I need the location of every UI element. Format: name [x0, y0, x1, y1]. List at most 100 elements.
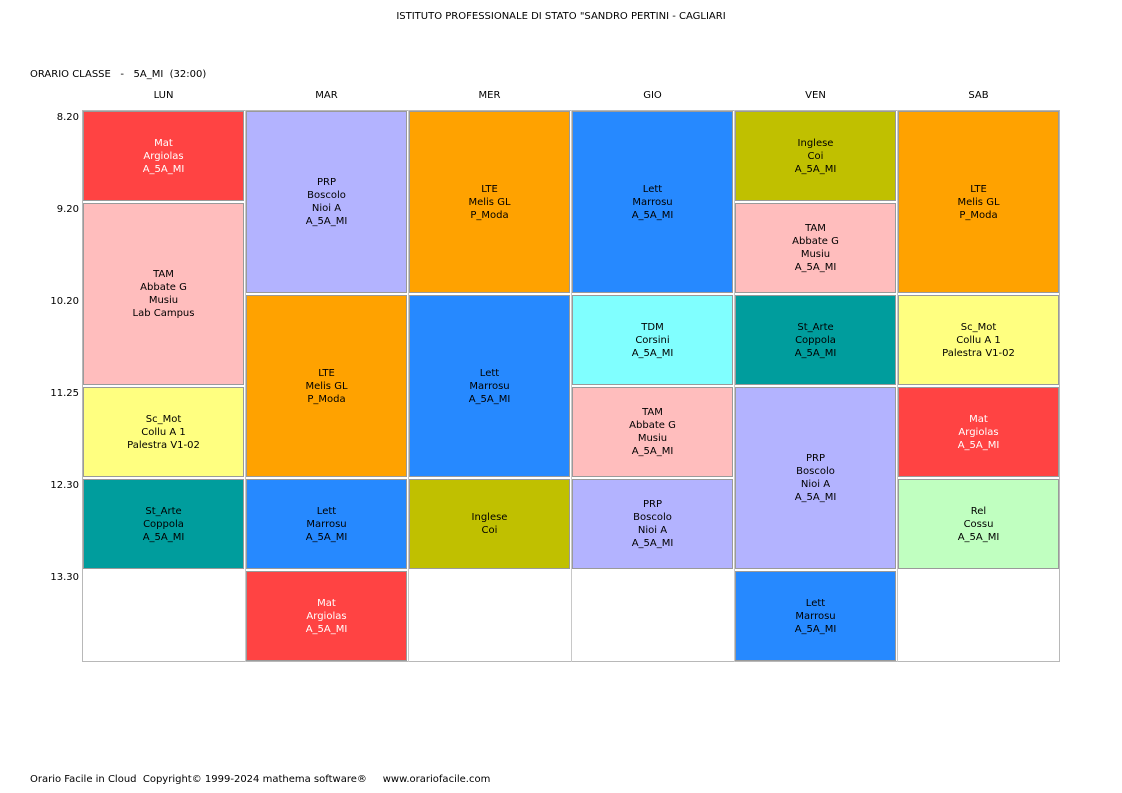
- lesson-cell-lte[interactable]: LTE Melis GL P_Moda: [409, 111, 570, 293]
- lesson-subject: Mat: [317, 597, 336, 609]
- lesson-detail: P_Moda: [470, 209, 509, 221]
- lesson-detail: Boscolo: [796, 466, 835, 477]
- day-header-gio: GIO: [643, 90, 662, 101]
- lesson-subject: TAM: [153, 269, 174, 280]
- lesson-subject: St_Arte: [145, 505, 182, 517]
- lesson-cell-lett[interactable]: Lett Marrosu A_5A_MI: [572, 111, 733, 293]
- lesson-detail: Coppola: [143, 518, 184, 530]
- lesson-cell-lett[interactable]: Lett Marrosu A_5A_MI: [735, 571, 896, 661]
- lesson-cell-tam[interactable]: TAM Abbate G Musiu A_5A_MI: [735, 203, 896, 293]
- day-header-lun: LUN: [153, 90, 174, 101]
- lesson-cell-st-arte[interactable]: St_Arte Coppola A_5A_MI: [83, 479, 244, 569]
- lesson-subject: Lett: [642, 183, 663, 195]
- lesson-detail: Marrosu: [306, 518, 347, 530]
- lesson-detail: Collu A 1: [956, 334, 1001, 346]
- lesson-subject: TAM: [805, 223, 826, 234]
- lesson-detail: A_5A_MI: [957, 531, 1000, 543]
- column-divider: [408, 110, 409, 662]
- lesson-detail: Melis GL: [305, 380, 348, 392]
- time-label: 11.25: [50, 388, 79, 399]
- lesson-detail: A_5A_MI: [794, 262, 837, 273]
- lesson-cell-lte[interactable]: LTE Melis GL P_Moda: [898, 111, 1059, 293]
- lesson-detail: A_5A_MI: [794, 163, 837, 175]
- lesson-cell-mat[interactable]: Mat Argiolas A_5A_MI: [898, 387, 1059, 477]
- lesson-detail: Coi: [807, 150, 824, 162]
- lesson-detail: Boscolo: [307, 190, 346, 201]
- lesson-subject: Inglese: [471, 512, 508, 523]
- lesson-detail: Nioi A: [311, 203, 342, 214]
- lesson-cell-lte[interactable]: LTE Melis GL P_Moda: [246, 295, 407, 477]
- lesson-detail: Cossu: [963, 518, 994, 530]
- column-divider: [734, 110, 735, 662]
- lesson-cell-prp[interactable]: PRP Boscolo Nioi A A_5A_MI: [246, 111, 407, 293]
- lesson-subject: Lett: [316, 505, 337, 517]
- lesson-cell-tam[interactable]: TAM Abbate G Musiu A_5A_MI: [572, 387, 733, 477]
- lesson-subject: Sc_Mot: [145, 413, 182, 425]
- lesson-detail: Musiu: [148, 295, 179, 306]
- lesson-cell-sc-mot[interactable]: Sc_Mot Collu A 1 Palestra V1-02: [83, 387, 244, 477]
- lesson-subject: PRP: [642, 499, 662, 510]
- lesson-cell-prp[interactable]: PRP Boscolo Nioi A A_5A_MI: [735, 387, 896, 569]
- lesson-detail: Argiolas: [306, 610, 347, 622]
- lesson-subject: LTE: [481, 183, 498, 195]
- lesson-detail: Abbate G: [629, 420, 676, 431]
- day-header-mar: MAR: [315, 90, 338, 101]
- lesson-cell-tdm[interactable]: TDM Corsini A_5A_MI: [572, 295, 733, 385]
- lesson-detail: Lab Campus: [132, 308, 195, 319]
- lesson-subject: LTE: [318, 367, 335, 379]
- lesson-cell-inglese[interactable]: Inglese Coi: [409, 479, 570, 569]
- day-header-ven: VEN: [805, 90, 826, 101]
- lesson-cell-lett[interactable]: Lett Marrosu A_5A_MI: [246, 479, 407, 569]
- time-label: 8.20: [56, 112, 79, 123]
- footer-copyright: Orario Facile in Cloud Copyright© 1999-2…: [30, 774, 491, 785]
- lesson-cell-mat[interactable]: Mat Argiolas A_5A_MI: [83, 111, 244, 201]
- lesson-subject: Lett: [805, 597, 826, 609]
- lesson-detail: A_5A_MI: [631, 446, 674, 457]
- lesson-detail: A_5A_MI: [794, 492, 837, 503]
- lesson-detail: Palestra V1-02: [127, 439, 200, 451]
- lesson-detail: A_5A_MI: [142, 531, 185, 543]
- lesson-subject: Rel: [970, 505, 987, 517]
- column-divider: [245, 110, 246, 662]
- lesson-cell-inglese[interactable]: Inglese Coi A_5A_MI: [735, 111, 896, 201]
- lesson-detail: A_5A_MI: [631, 538, 674, 549]
- lesson-subject: LTE: [970, 183, 987, 195]
- lesson-cell-tam[interactable]: TAM Abbate G Musiu Lab Campus: [83, 203, 244, 385]
- lesson-detail: Collu A 1: [141, 426, 186, 438]
- lesson-detail: A_5A_MI: [305, 531, 348, 543]
- lesson-cell-lett[interactable]: Lett Marrosu A_5A_MI: [409, 295, 570, 477]
- lesson-subject: Lett: [479, 367, 500, 379]
- lesson-detail: Abbate G: [140, 282, 187, 293]
- lesson-subject: Inglese: [797, 137, 834, 149]
- lesson-detail: A_5A_MI: [957, 439, 1000, 451]
- lesson-cell-st-arte[interactable]: St_Arte Coppola A_5A_MI: [735, 295, 896, 385]
- lesson-detail: Marrosu: [469, 380, 510, 392]
- day-header-mer: MER: [478, 90, 501, 101]
- lesson-detail: A_5A_MI: [468, 393, 511, 405]
- lesson-detail: A_5A_MI: [631, 347, 674, 359]
- lesson-detail: A_5A_MI: [142, 163, 185, 175]
- lesson-cell-prp[interactable]: PRP Boscolo Nioi A A_5A_MI: [572, 479, 733, 569]
- lesson-detail: Argiolas: [143, 150, 184, 162]
- page-title: ISTITUTO PROFESSIONALE DI STATO "SANDRO …: [396, 11, 726, 22]
- lesson-detail: Palestra V1-02: [942, 347, 1015, 359]
- lesson-detail: Abbate G: [792, 236, 839, 247]
- time-label: 13.30: [50, 572, 79, 583]
- lesson-detail: Argiolas: [958, 426, 999, 438]
- lesson-detail: Coi: [481, 525, 498, 536]
- lesson-cell-mat[interactable]: Mat Argiolas A_5A_MI: [246, 571, 407, 661]
- day-header-sab: SAB: [968, 90, 989, 101]
- lesson-detail: Melis GL: [468, 196, 511, 208]
- lesson-detail: A_5A_MI: [794, 347, 837, 359]
- lesson-subject: PRP: [316, 177, 336, 188]
- lesson-cell-sc-mot[interactable]: Sc_Mot Collu A 1 Palestra V1-02: [898, 295, 1059, 385]
- class-schedule-subtitle: ORARIO CLASSE - 5A_MI (32:00): [30, 69, 207, 80]
- time-label: 12.30: [50, 480, 79, 491]
- lesson-detail: P_Moda: [307, 393, 346, 405]
- lesson-cell-rel[interactable]: Rel Cossu A_5A_MI: [898, 479, 1059, 569]
- time-label: 9.20: [56, 204, 79, 215]
- lesson-detail: Boscolo: [633, 512, 672, 523]
- column-divider: [571, 110, 572, 662]
- lesson-detail: Nioi A: [637, 525, 668, 536]
- lesson-subject: PRP: [805, 453, 825, 464]
